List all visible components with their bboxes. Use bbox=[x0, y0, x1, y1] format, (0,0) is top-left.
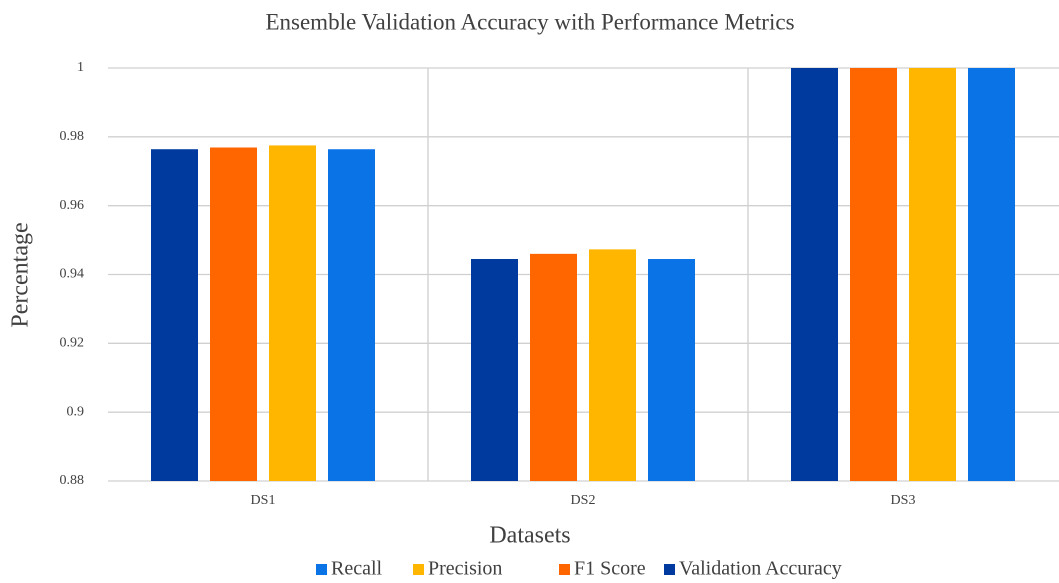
y-tick-label: 0.94 bbox=[60, 267, 85, 282]
x-axis-label: Datasets bbox=[489, 523, 570, 549]
bar bbox=[791, 68, 838, 481]
legend-swatch bbox=[664, 564, 675, 575]
bar bbox=[850, 68, 897, 481]
y-tick-label: 0.88 bbox=[60, 473, 85, 488]
bar bbox=[269, 145, 316, 481]
legend-label: Recall bbox=[331, 558, 383, 580]
bar bbox=[648, 259, 695, 481]
y-tick-label: 0.98 bbox=[60, 129, 85, 144]
y-tick-label: 1 bbox=[77, 60, 84, 75]
bar bbox=[471, 259, 518, 481]
bar bbox=[210, 147, 257, 481]
y-tick-label: 0.9 bbox=[67, 404, 85, 419]
x-tick-label: DS1 bbox=[251, 493, 276, 508]
legend-label: Validation Accuracy bbox=[679, 558, 842, 580]
y-tick-label: 0.92 bbox=[60, 336, 85, 351]
y-tick-label: 0.96 bbox=[60, 198, 85, 213]
bar bbox=[530, 253, 577, 481]
bar bbox=[589, 249, 636, 481]
legend-swatch bbox=[559, 564, 570, 575]
bar bbox=[909, 68, 956, 481]
bar bbox=[328, 149, 375, 481]
legend-swatch bbox=[413, 564, 424, 575]
chart-title: Ensemble Validation Accuracy with Perfor… bbox=[265, 9, 794, 34]
x-tick-label: DS3 bbox=[891, 493, 916, 508]
bar bbox=[968, 68, 1015, 481]
legend-label: Precision bbox=[428, 558, 502, 580]
x-tick-label: DS2 bbox=[571, 493, 596, 508]
bar bbox=[151, 149, 198, 481]
legend-swatch bbox=[316, 564, 327, 575]
y-axis-label: Percentage bbox=[8, 222, 34, 327]
legend-label: F1 Score bbox=[574, 558, 646, 580]
